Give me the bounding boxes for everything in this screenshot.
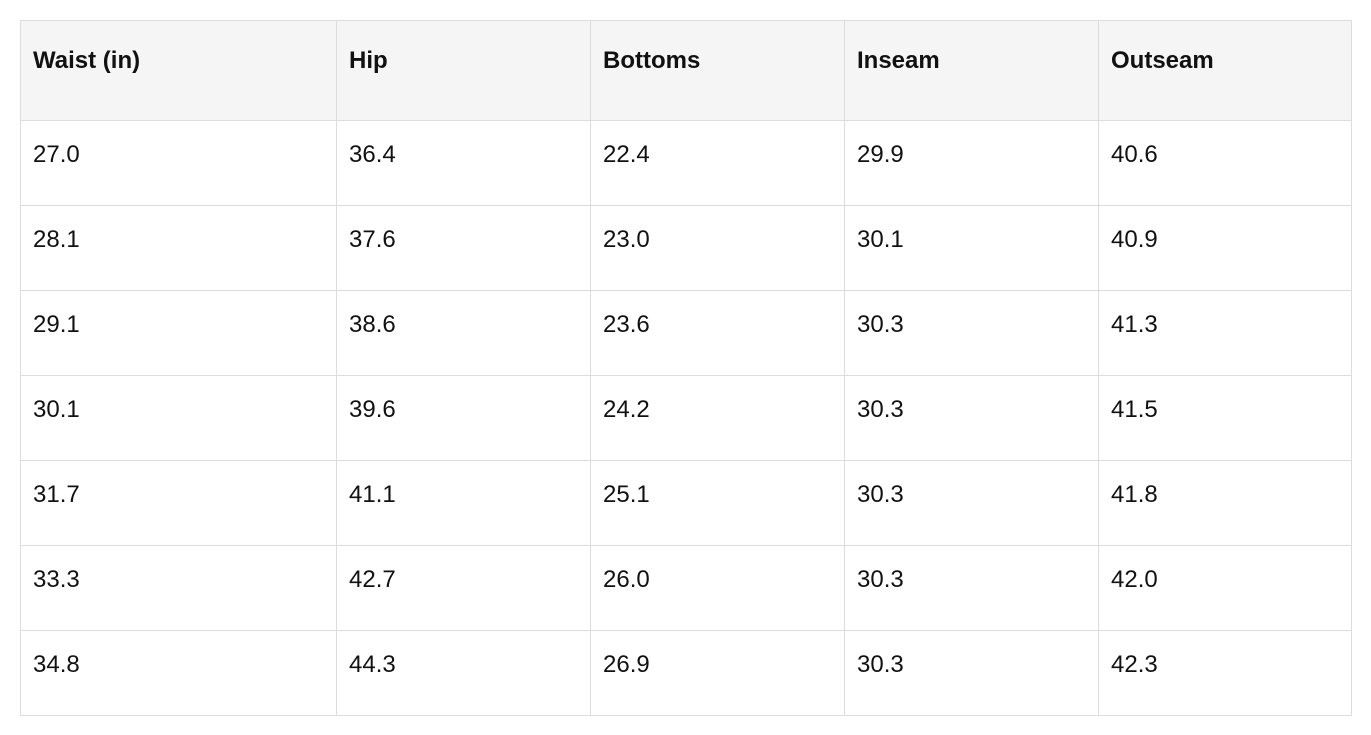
table-cell: 36.4 — [336, 120, 591, 206]
table-cell: 33.3 — [20, 545, 337, 631]
table-row: 33.3 42.7 26.0 30.3 42.0 — [20, 545, 1352, 631]
header-row: Waist (in) Hip Bottoms Inseam Outseam — [20, 20, 1352, 121]
table-row: 29.1 38.6 23.6 30.3 41.3 — [20, 290, 1352, 376]
table-cell: 44.3 — [336, 630, 591, 716]
table-cell: 31.7 — [20, 460, 337, 546]
table-cell: 27.0 — [20, 120, 337, 206]
table-row: 34.8 44.3 26.9 30.3 42.3 — [20, 630, 1352, 716]
table-cell: 42.3 — [1098, 630, 1352, 716]
table-row: 31.7 41.1 25.1 30.3 41.8 — [20, 460, 1352, 546]
table-cell: 38.6 — [336, 290, 591, 376]
table-cell: 30.3 — [844, 375, 1099, 461]
table-cell: 24.2 — [590, 375, 845, 461]
size-table: Waist (in) Hip Bottoms Inseam Outseam 27.0 36… — [20, 20, 1352, 716]
table-cell: 40.6 — [1098, 120, 1352, 206]
header-cell: Hip — [336, 20, 591, 121]
table-row: 28.1 37.6 23.0 30.1 40.9 — [20, 205, 1352, 291]
table-cell: 25.1 — [590, 460, 845, 546]
header-cell: Waist (in) — [20, 20, 337, 121]
table-cell: 30.1 — [20, 375, 337, 461]
header-cell: Bottoms — [590, 20, 845, 121]
table-cell: 40.9 — [1098, 205, 1352, 291]
table-cell: 30.3 — [844, 460, 1099, 546]
table-cell: 23.0 — [590, 205, 845, 291]
table-cell: 41.8 — [1098, 460, 1352, 546]
table-row: 30.1 39.6 24.2 30.3 41.5 — [20, 375, 1352, 461]
table-cell: 26.9 — [590, 630, 845, 716]
table-cell: 37.6 — [336, 205, 591, 291]
table-cell: 28.1 — [20, 205, 337, 291]
table-cell: 34.8 — [20, 630, 337, 716]
table-row: 27.0 36.4 22.4 29.9 40.6 — [20, 120, 1352, 206]
table-body: 27.0 36.4 22.4 29.9 40.6 28.1 37.6 23.0 30.1 40.9… — [20, 120, 1352, 716]
table-cell: 22.4 — [590, 120, 845, 206]
table-cell: 30.3 — [844, 545, 1099, 631]
table-cell: 30.1 — [844, 205, 1099, 291]
table-cell: 30.3 — [844, 630, 1099, 716]
table-cell: 26.0 — [590, 545, 845, 631]
table-cell: 41.5 — [1098, 375, 1352, 461]
table-cell: 23.6 — [590, 290, 845, 376]
table-cell: 41.3 — [1098, 290, 1352, 376]
table-cell: 30.3 — [844, 290, 1099, 376]
table-cell: 29.1 — [20, 290, 337, 376]
header-cell: Inseam — [844, 20, 1099, 121]
table-cell: 29.9 — [844, 120, 1099, 206]
table-cell: 42.0 — [1098, 545, 1352, 631]
table-cell: 41.1 — [336, 460, 591, 546]
table-cell: 39.6 — [336, 375, 591, 461]
header-cell: Outseam — [1098, 20, 1352, 121]
table-cell: 42.7 — [336, 545, 591, 631]
